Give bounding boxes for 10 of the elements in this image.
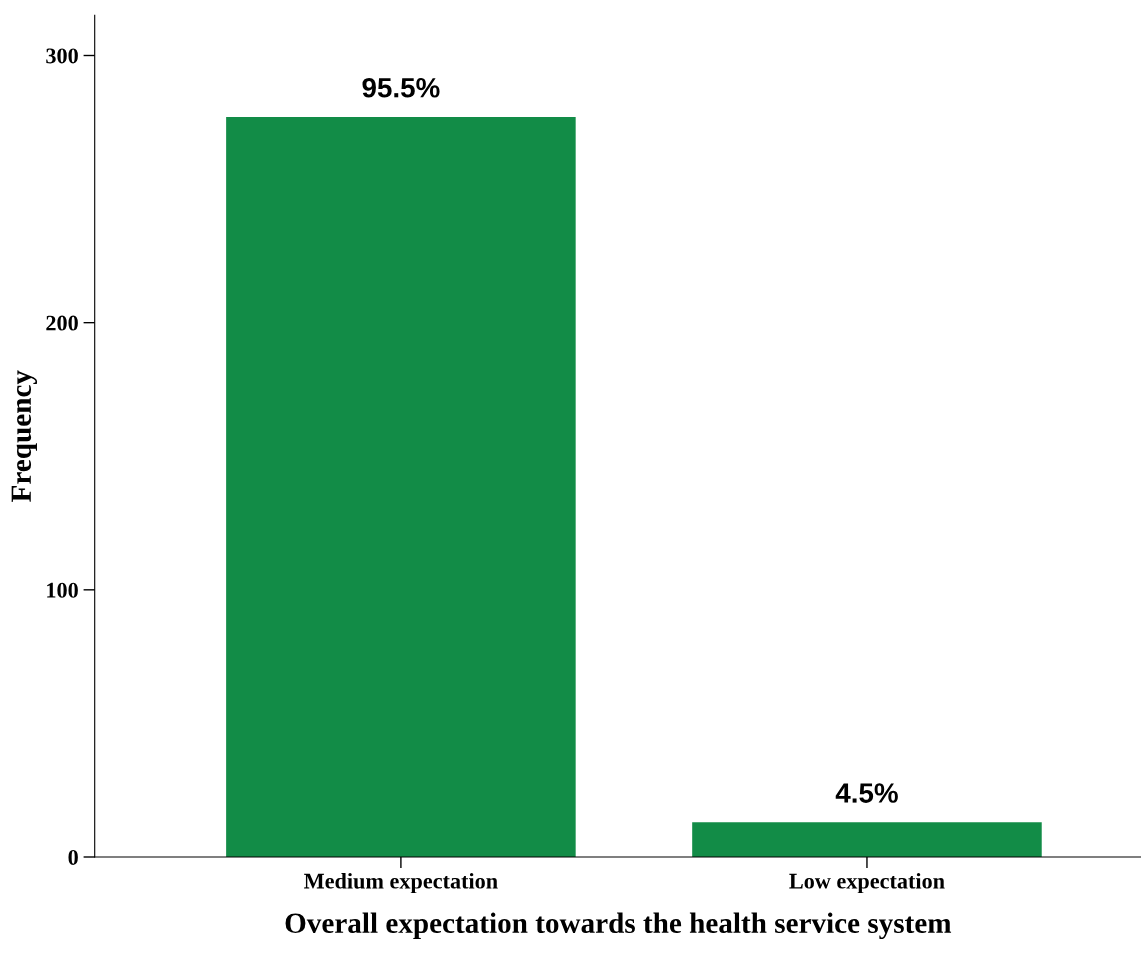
y-tick-label: 200 (46, 315, 78, 331)
annotation: 95.5% (362, 77, 440, 98)
y-tick-label: 0 (68, 849, 78, 865)
y-tick-label: 100 (47, 582, 78, 598)
y-axis-title: Frequency (11, 370, 38, 502)
x-axis-title: Overall expectation towards the health service system (285, 912, 952, 940)
x-tick-label: Medium expectation (304, 872, 498, 894)
x-tick-label: Low expectation (789, 872, 945, 894)
annotation: 4.5% (835, 783, 898, 803)
y-tick-label: 300 (46, 48, 78, 64)
